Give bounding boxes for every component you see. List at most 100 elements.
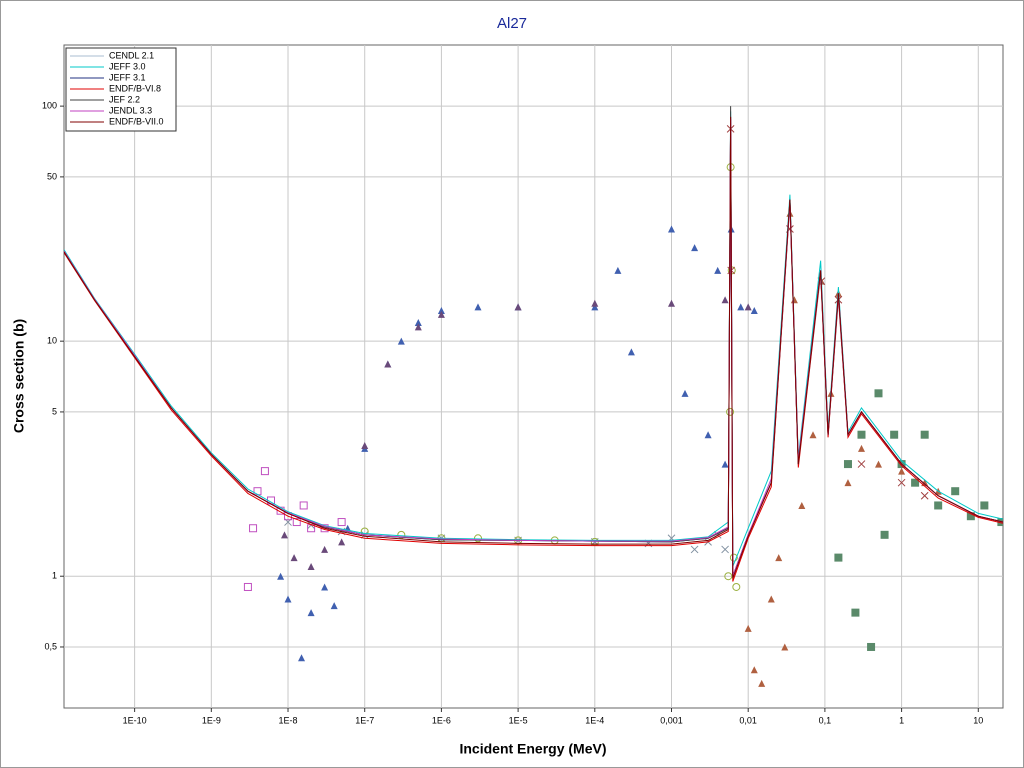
data-point <box>277 572 285 580</box>
data-point <box>704 431 712 439</box>
data-point <box>668 299 676 307</box>
y-tick-label: 10 <box>47 336 57 346</box>
data-point <box>298 654 306 662</box>
data-point <box>809 431 817 439</box>
data-point <box>474 303 482 311</box>
legend-label: JENDL 3.3 <box>109 105 152 115</box>
data-point <box>874 389 883 398</box>
data-point <box>775 554 783 562</box>
data-point <box>920 430 929 439</box>
data-point <box>781 643 789 651</box>
data-point <box>729 553 738 562</box>
data-point <box>714 266 722 274</box>
data-point <box>690 545 699 554</box>
data-point <box>857 460 866 468</box>
data-point <box>281 531 289 539</box>
data-point <box>744 624 752 632</box>
data-point <box>514 303 522 311</box>
data-point <box>384 360 392 368</box>
data-point <box>758 679 766 687</box>
data-point <box>897 478 906 487</box>
data-point <box>437 307 445 315</box>
data-point <box>857 444 865 452</box>
data-point <box>721 545 729 554</box>
x-tick-label: 1E-10 <box>123 715 147 725</box>
data-point <box>880 530 889 539</box>
x-tick-label: 1E-9 <box>202 715 221 725</box>
data-point <box>721 296 729 304</box>
y-tick-label: 1 <box>52 571 57 581</box>
data-point <box>307 609 315 617</box>
x-tick-label: 1 <box>899 715 904 725</box>
y-tick-label: 0,5 <box>44 641 57 651</box>
x-tick-label: 1E-8 <box>279 715 298 725</box>
data-point <box>397 337 405 345</box>
plot-area <box>63 44 1004 709</box>
data-point <box>260 467 269 476</box>
x-tick-label: 1E-4 <box>585 715 604 725</box>
data-point <box>414 323 422 331</box>
x-axis-label: Incident Energy (MeV) <box>459 741 606 757</box>
data-point <box>875 460 883 468</box>
data-point <box>737 303 745 311</box>
data-point <box>284 595 292 603</box>
legend-label: ENDF/B-VI.8 <box>109 83 161 93</box>
x-tick-label: 0,1 <box>819 715 832 725</box>
marks <box>64 106 1003 687</box>
data-point <box>867 642 876 651</box>
x-tick-label: 0,01 <box>739 715 757 725</box>
data-point <box>951 487 960 496</box>
data-point <box>614 266 622 274</box>
data-point <box>591 299 599 307</box>
data-point <box>627 348 635 356</box>
data-point <box>934 501 943 510</box>
x-tick-label: 10 <box>973 715 983 725</box>
data-point <box>732 582 741 591</box>
data-point <box>750 666 758 674</box>
x-tick-label: 1E-7 <box>355 715 374 725</box>
y-axis-label: Cross section (b) <box>11 319 27 433</box>
data-point <box>290 554 298 562</box>
series-line <box>64 116 1003 579</box>
data-point <box>834 553 843 562</box>
data-point <box>744 303 752 311</box>
legend-label: JEFF 3.0 <box>109 61 146 71</box>
data-point <box>844 479 852 487</box>
data-point <box>249 524 258 533</box>
x-tick-label: 1E-5 <box>509 715 528 725</box>
data-point <box>338 538 346 546</box>
chart-title: Al27 <box>497 15 527 32</box>
data-point <box>337 518 346 527</box>
data-point <box>292 518 301 527</box>
data-point <box>437 310 445 318</box>
data-point <box>299 501 308 510</box>
data-point <box>321 583 329 591</box>
data-point <box>414 319 422 327</box>
legend-label: CENDL 2.1 <box>109 50 154 60</box>
y-tick-label: 5 <box>52 406 57 416</box>
data-point <box>330 602 338 610</box>
data-point <box>911 478 920 487</box>
legend-label: JEFF 3.1 <box>109 72 146 82</box>
data-point <box>890 430 899 439</box>
data-point <box>691 244 699 252</box>
data-point <box>681 389 689 397</box>
data-point <box>321 545 329 553</box>
data-point <box>668 225 676 233</box>
data-point <box>307 562 315 570</box>
x-tick-label: 1E-6 <box>432 715 451 725</box>
data-point <box>843 460 852 469</box>
data-point <box>397 530 406 539</box>
data-point <box>361 441 369 449</box>
data-point <box>724 572 733 581</box>
data-point <box>857 430 866 439</box>
y-tick-label: 50 <box>47 171 57 181</box>
data-point <box>920 491 929 500</box>
data-point <box>798 501 806 509</box>
data-point <box>750 307 758 315</box>
y-tick-label: 100 <box>42 101 57 111</box>
data-point <box>851 608 860 617</box>
data-point <box>726 407 735 416</box>
